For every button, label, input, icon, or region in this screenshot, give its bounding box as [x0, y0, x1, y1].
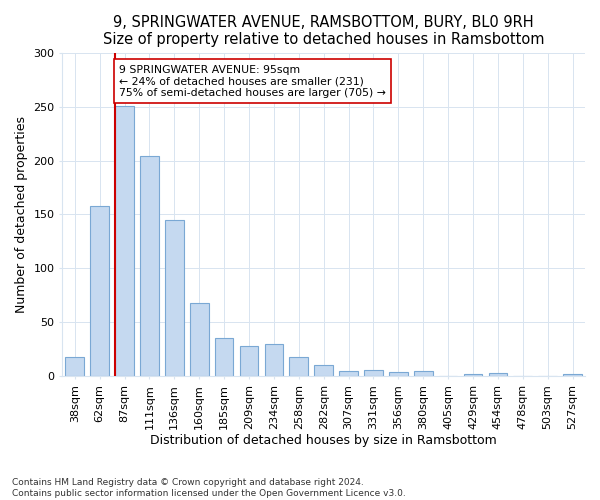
- Bar: [563, 374, 582, 376]
- Bar: [115, 106, 134, 376]
- Title: 9, SPRINGWATER AVENUE, RAMSBOTTOM, BURY, BL0 9RH
Size of property relative to de: 9, SPRINGWATER AVENUE, RAMSBOTTOM, BURY,…: [103, 15, 544, 48]
- Bar: [140, 156, 159, 376]
- X-axis label: Distribution of detached houses by size in Ramsbottom: Distribution of detached houses by size …: [150, 434, 497, 448]
- Bar: [289, 357, 308, 376]
- Bar: [65, 357, 84, 376]
- Bar: [488, 373, 507, 376]
- Bar: [464, 374, 482, 376]
- Bar: [339, 371, 358, 376]
- Text: Contains HM Land Registry data © Crown copyright and database right 2024.
Contai: Contains HM Land Registry data © Crown c…: [12, 478, 406, 498]
- Bar: [414, 371, 433, 376]
- Bar: [215, 338, 233, 376]
- Bar: [265, 344, 283, 376]
- Bar: [389, 372, 407, 376]
- Bar: [314, 366, 333, 376]
- Y-axis label: Number of detached properties: Number of detached properties: [15, 116, 28, 313]
- Bar: [190, 303, 209, 376]
- Bar: [364, 370, 383, 376]
- Text: 9 SPRINGWATER AVENUE: 95sqm
← 24% of detached houses are smaller (231)
75% of se: 9 SPRINGWATER AVENUE: 95sqm ← 24% of det…: [119, 64, 386, 98]
- Bar: [165, 220, 184, 376]
- Bar: [239, 346, 259, 376]
- Bar: [91, 206, 109, 376]
